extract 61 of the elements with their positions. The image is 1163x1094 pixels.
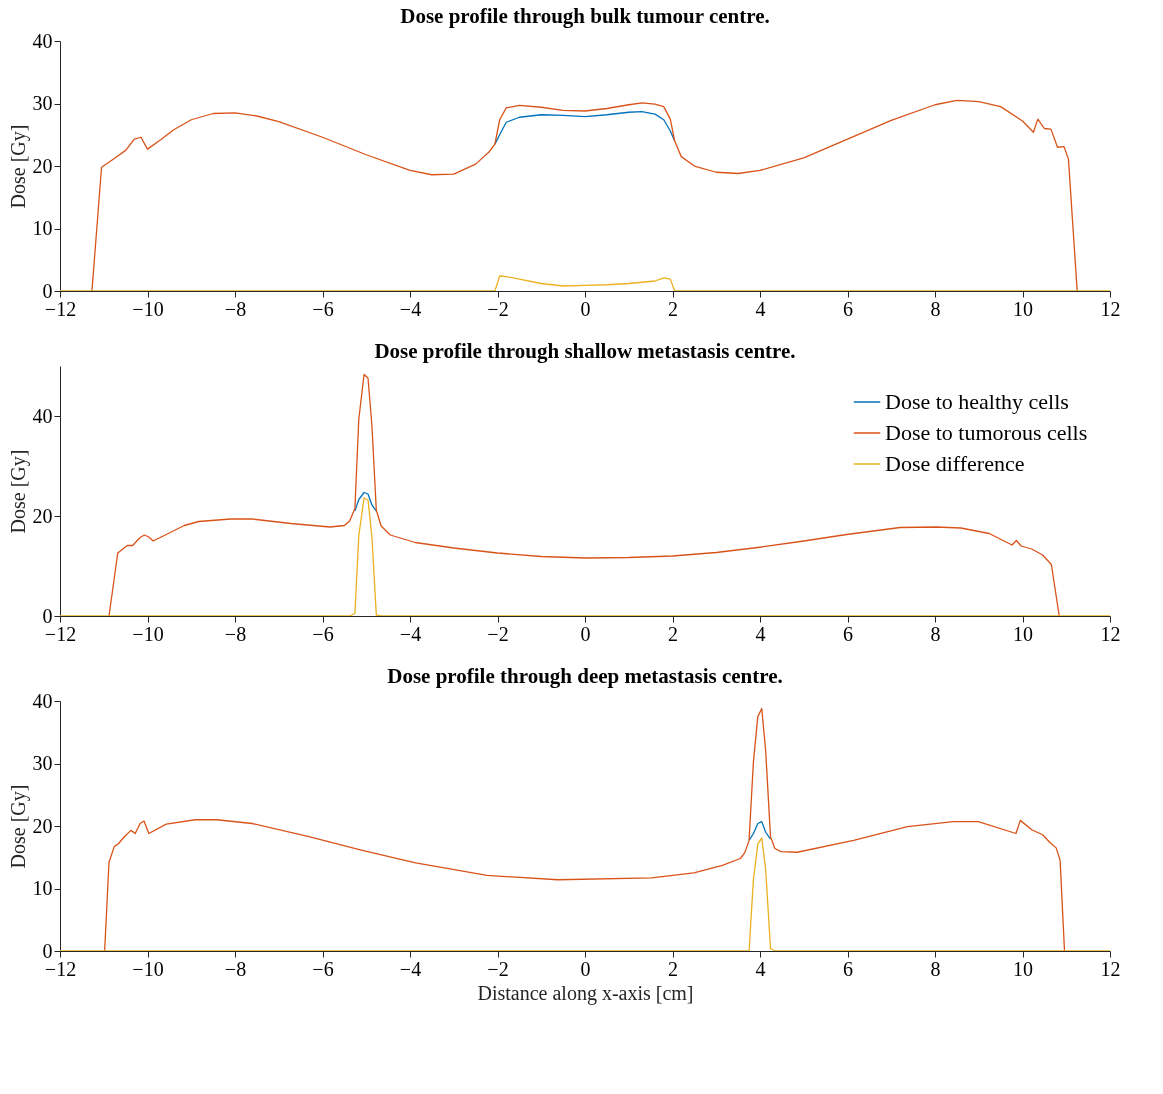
y-tick-label: 20	[32, 504, 53, 527]
x-tick-label: 8	[930, 622, 941, 645]
x-tick-label: 2	[668, 957, 678, 980]
x-tick-label: −4	[399, 297, 422, 320]
y-axis-title: Dose [Gy]	[6, 784, 30, 869]
line-series	[354, 491, 377, 512]
y-axis-title: Dose [Gy]	[6, 449, 30, 534]
chart-title: Dose profile through bulk tumour centre.	[400, 4, 770, 28]
x-tick-label: −10	[132, 622, 164, 645]
legend-label: Dose to tumorous cells	[885, 420, 1088, 445]
x-tick-label: 6	[843, 622, 853, 645]
x-tick-label: −6	[312, 622, 334, 645]
x-tick-label: 8	[930, 297, 941, 320]
x-tick-label: −2	[487, 622, 509, 645]
x-tick-label: 0	[580, 622, 591, 645]
y-tick-label: 10	[32, 877, 53, 899]
x-axis-title: Distance along x-axis [cm]	[477, 981, 694, 1005]
line-series	[91, 99, 1078, 291]
y-tick-label: 20	[32, 154, 53, 177]
x-tick-label: −6	[312, 957, 334, 980]
x-tick-label: −8	[224, 622, 247, 645]
x-tick-label: −4	[399, 622, 422, 645]
y-tick-label: 40	[32, 689, 53, 712]
line-series	[103, 707, 1066, 951]
line-series	[748, 820, 772, 842]
x-tick-label: 0	[580, 957, 591, 980]
x-tick-label: −10	[132, 297, 164, 320]
x-tick-label: −4	[399, 957, 422, 980]
x-tick-label: 12	[1100, 622, 1121, 645]
x-tick-label: 12	[1100, 297, 1121, 320]
legend-label: Dose to healthy cells	[885, 389, 1069, 414]
y-tick-label: 40	[32, 29, 53, 52]
chart-title: Dose profile through shallow metastasis centre.	[374, 339, 796, 363]
x-tick-label: 4	[755, 297, 766, 320]
x-tick-label: 4	[755, 957, 766, 980]
x-tick-label: 4	[755, 622, 766, 645]
x-tick-label: 0	[580, 297, 591, 320]
x-tick-label: 6	[843, 297, 853, 320]
line-series	[494, 110, 676, 145]
x-tick-label: −2	[487, 297, 509, 320]
y-tick-label: 20	[32, 814, 53, 837]
x-tick-label: −8	[224, 297, 247, 320]
x-tick-label: −10	[132, 957, 164, 980]
chart-title: Dose profile through deep metastasis centre.	[387, 664, 783, 688]
y-axis-title: Dose [Gy]	[6, 124, 30, 209]
x-tick-label: 2	[668, 297, 678, 320]
y-tick-label: 40	[32, 404, 53, 427]
x-tick-label: −2	[487, 957, 509, 980]
x-tick-label: 6	[843, 957, 853, 980]
x-tick-label: −8	[224, 957, 247, 980]
y-tick-label: 30	[32, 92, 53, 114]
y-tick-label: 30	[32, 752, 53, 774]
x-tick-label: 10	[1013, 297, 1033, 320]
x-tick-label: 10	[1013, 957, 1033, 980]
x-tick-label: 10	[1013, 622, 1033, 645]
y-tick-label: 10	[32, 217, 53, 239]
x-tick-label: 12	[1100, 957, 1121, 980]
x-tick-label: −6	[312, 297, 334, 320]
x-tick-label: 2	[668, 622, 678, 645]
legend-label: Dose difference	[885, 451, 1025, 476]
x-tick-label: 8	[930, 957, 941, 980]
